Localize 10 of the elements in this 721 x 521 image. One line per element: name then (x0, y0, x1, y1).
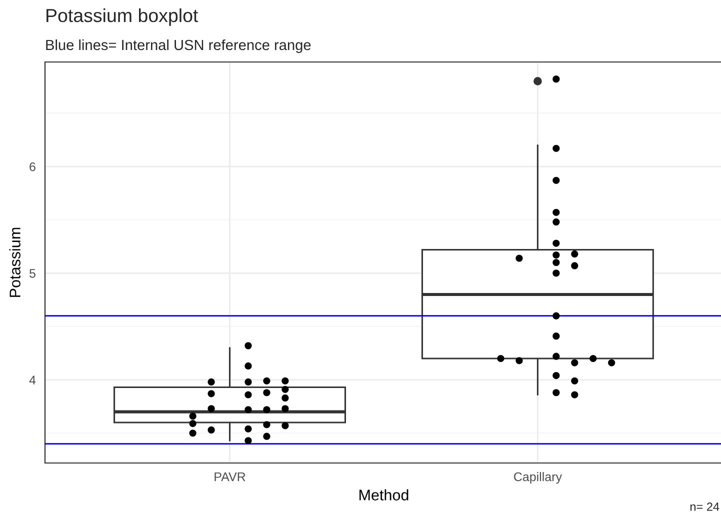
y-tick-label: 4 (29, 376, 36, 384)
text: n= 24 (690, 502, 720, 511)
x-axis-title: Method (359, 489, 408, 500)
y-axis-title: Potassium (9, 228, 20, 297)
chart-title: Potassium boxplot (46, 8, 198, 26)
y-tick-label: 6 (30, 162, 36, 172)
x-tick-label: PAVR (214, 472, 246, 482)
x-tick-label: Capillary (514, 472, 562, 484)
chart-subtitle: Blue lines= Internal USN reference range (46, 39, 311, 54)
y-tick-label: 5 (30, 269, 36, 278)
